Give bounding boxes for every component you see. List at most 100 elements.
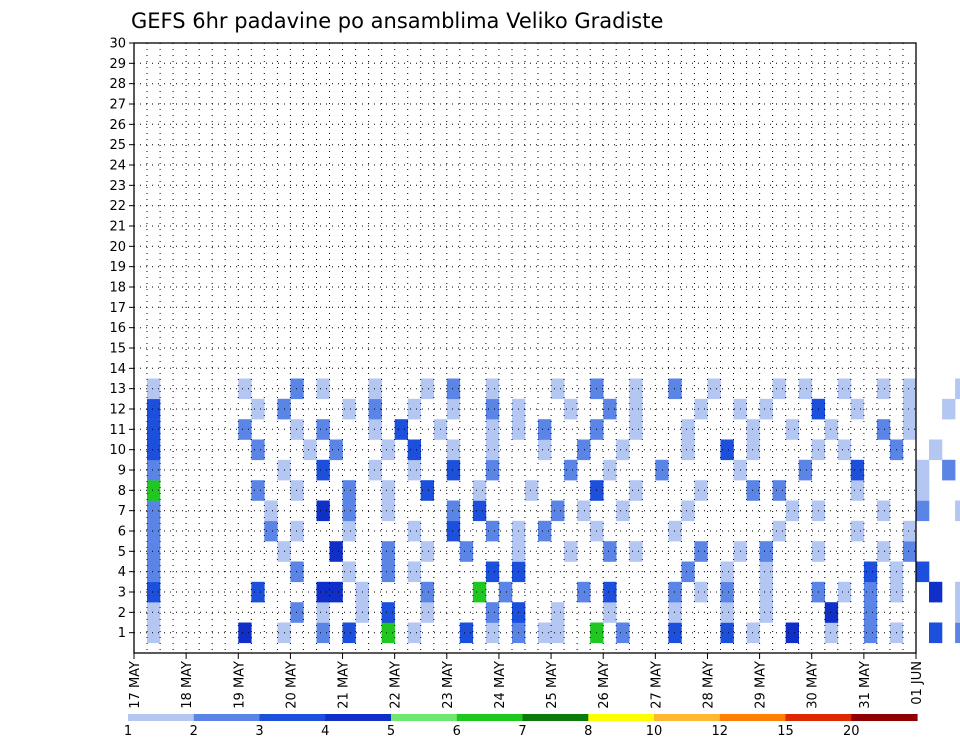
heatmap-cell: [238, 622, 252, 644]
y-tick-label: 22: [109, 199, 126, 214]
heatmap-cell: [472, 581, 487, 603]
x-tick-label: 25 MAY: [545, 661, 560, 709]
heatmap-cell: [916, 500, 930, 522]
y-tick-label: 13: [109, 382, 126, 397]
heatmap-cell: [525, 480, 539, 501]
heatmap-cell: [785, 500, 799, 522]
heatmap-cell: [668, 622, 682, 644]
heatmap-cell: [303, 439, 317, 461]
heatmap-cell: [876, 541, 891, 562]
heatmap-cell: [850, 520, 865, 542]
colorbar-segment: [456, 714, 524, 721]
x-tick-label: 30 MAY: [806, 661, 821, 709]
heatmap-cell: [538, 439, 552, 461]
heatmap-cell: [876, 419, 891, 440]
heatmap-cell: [824, 622, 839, 644]
heatmap-cell: [759, 541, 773, 562]
heatmap-cell: [316, 602, 330, 623]
heatmap-cell: [342, 398, 356, 420]
heatmap-cell: [746, 480, 760, 501]
heatmap-cell: [681, 561, 695, 583]
heatmap-cell: [316, 581, 330, 603]
colorbar-segment: [391, 714, 458, 721]
heatmap-cell: [850, 480, 865, 501]
heatmap-cell: [746, 419, 760, 440]
heatmap-cell: [264, 520, 278, 542]
heatmap-cell: [147, 439, 161, 461]
colorbar-segment: [259, 714, 326, 721]
x-tick-label: 26 MAY: [597, 661, 612, 709]
heatmap-cell: [381, 480, 395, 501]
y-tick-label: 5: [118, 545, 126, 560]
heatmap-cell: [472, 500, 487, 522]
heatmap-cell: [420, 541, 434, 562]
heatmap-cell: [551, 622, 565, 644]
y-tick-label: 24: [109, 159, 126, 174]
heatmap-cell: [772, 480, 786, 501]
x-tick-label: 31 MAY: [858, 661, 873, 709]
heatmap-cell: [863, 622, 878, 644]
heatmap-cell: [368, 459, 382, 481]
heatmap-cell: [251, 398, 265, 420]
heatmap-cell: [394, 419, 408, 440]
heatmap-cell: [485, 419, 500, 440]
heatmap-cell: [147, 622, 161, 644]
heatmap-cell: [929, 581, 943, 603]
heatmap-cell: [603, 602, 617, 623]
y-tick-label: 26: [109, 118, 126, 133]
heatmap-cell: [942, 459, 956, 481]
heatmap-cell: [147, 602, 161, 623]
colorbar-segment: [588, 714, 655, 721]
chart-title: GEFS 6hr padavine po ansamblima Veliko G…: [131, 9, 663, 33]
heatmap-cell: [147, 581, 161, 603]
y-axis: 1234567891011121314151617181920212223242…: [109, 37, 134, 641]
heatmap-cell: [655, 459, 669, 481]
y-tick-label: 20: [109, 240, 126, 255]
heatmap-cell: [616, 622, 630, 644]
heatmap-cell: [720, 561, 734, 583]
y-tick-label: 10: [109, 443, 126, 458]
y-tick-label: 1: [118, 626, 126, 641]
heatmap-cell: [772, 378, 786, 400]
heatmap-cell: [837, 581, 852, 603]
y-tick-label: 21: [109, 220, 126, 235]
colorbar-label: 2: [190, 724, 198, 739]
heatmap-cell: [903, 520, 917, 542]
x-tick-label: 19 MAY: [232, 661, 247, 709]
colorbar: 1 2 3 4 5 6 7 8 10 12 15 20: [124, 714, 918, 739]
heatmap-cell: [342, 520, 356, 542]
heatmap-cell: [147, 480, 161, 501]
heatmap-cell: [929, 622, 943, 644]
heatmap-cell: [264, 500, 278, 522]
x-tick-label: 18 MAY: [180, 661, 195, 709]
heatmap-cell: [368, 419, 382, 440]
heatmap-cell: [342, 561, 356, 583]
heatmap-cell: [329, 439, 343, 461]
heatmap-cell: [746, 622, 760, 644]
heatmap-cell: [446, 439, 461, 461]
heatmap-cell: [485, 398, 500, 420]
heatmap-cell: [903, 378, 917, 400]
heatmap-cell: [863, 561, 878, 583]
heatmap-cell: [603, 581, 617, 603]
colorbar-label: 20: [843, 724, 860, 739]
heatmap-cell: [316, 500, 330, 522]
heatmap-cell: [459, 622, 474, 644]
y-tick-label: 6: [118, 525, 126, 540]
heatmap-cell: [681, 419, 695, 440]
heatmap-cell: [538, 520, 552, 542]
heatmap-cell: [616, 500, 630, 522]
y-tick-label: 14: [109, 362, 126, 377]
colorbar-segment: [522, 714, 589, 721]
heatmap-cell: [942, 398, 956, 420]
y-tick-label: 3: [118, 586, 126, 601]
heatmap-cell: [472, 480, 487, 501]
heatmap-cell: [329, 581, 343, 603]
heatmap-cell: [955, 500, 960, 522]
heatmap-cell: [759, 602, 773, 623]
heatmap-cell: [290, 378, 304, 400]
heatmap-cell: [407, 439, 421, 461]
x-tick-label: 28 MAY: [701, 661, 716, 709]
heatmap-cell: [876, 500, 891, 522]
heatmap-cell: [955, 378, 960, 400]
